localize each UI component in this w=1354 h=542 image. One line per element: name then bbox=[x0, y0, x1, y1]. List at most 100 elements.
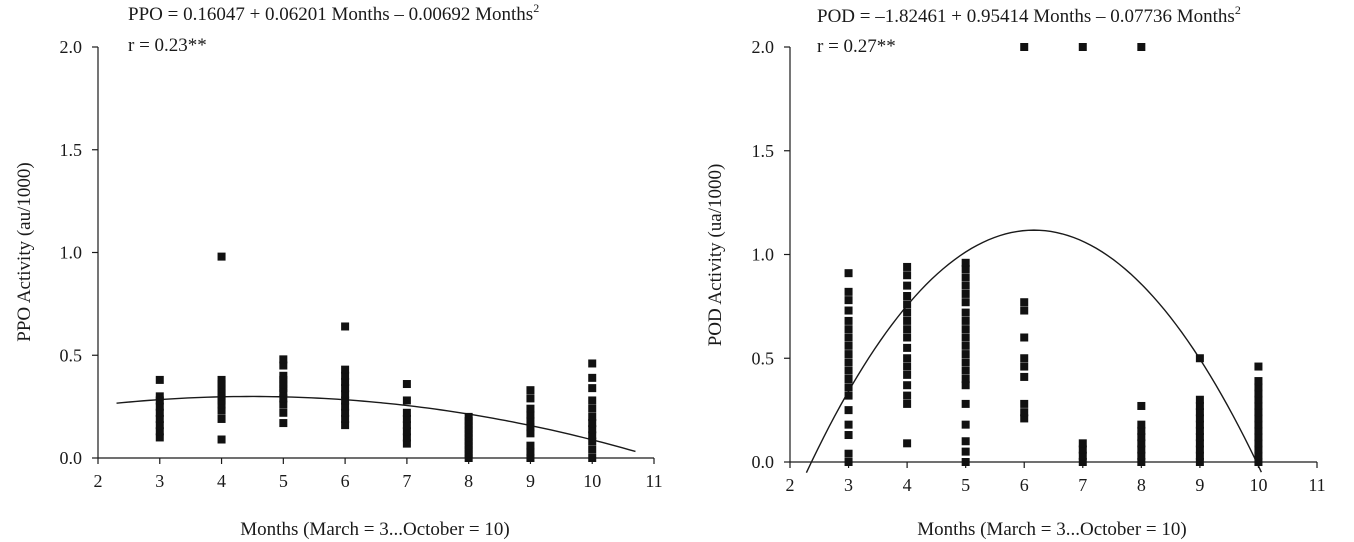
x-tick-label: 10 bbox=[583, 471, 601, 491]
y-tick-label: 1.5 bbox=[752, 141, 775, 161]
x-tick-label: 11 bbox=[1308, 475, 1325, 495]
y-tick-label: 0.0 bbox=[752, 452, 775, 472]
data-point bbox=[903, 343, 912, 352]
x-tick-label: 3 bbox=[844, 475, 853, 495]
y-axis-label-pod: POD Activity (ua/1000) bbox=[705, 164, 726, 347]
equation-pod-lhs: POD bbox=[817, 6, 855, 27]
data-point bbox=[588, 373, 597, 382]
data-point bbox=[1078, 458, 1087, 466]
equation-pod: POD = –1.82461 + 0.95414 Months – 0.0773… bbox=[817, 3, 1241, 27]
data-point bbox=[1137, 401, 1146, 410]
data-point bbox=[341, 322, 350, 331]
axes-pod: 2 3 4 5 6 7 8 9 10 11 0.0 0.5 1.0 1.5 2.0 bbox=[752, 37, 1326, 495]
fit-curve-ppo bbox=[116, 395, 636, 453]
data-point bbox=[844, 358, 853, 367]
data-point bbox=[1020, 333, 1029, 342]
data-point bbox=[961, 437, 970, 446]
data-point bbox=[155, 396, 164, 405]
data-point bbox=[844, 449, 853, 458]
data-point bbox=[844, 406, 853, 415]
data-point bbox=[464, 454, 473, 462]
data-point bbox=[961, 273, 970, 282]
data-point bbox=[1195, 433, 1204, 442]
chart-panel-pod: POD = –1.82461 + 0.95414 Months – 0.0773… bbox=[705, 3, 1326, 540]
data-point bbox=[279, 400, 288, 409]
data-point bbox=[844, 287, 853, 296]
data-point bbox=[217, 392, 226, 401]
data-point bbox=[526, 423, 535, 432]
data-point bbox=[341, 408, 350, 417]
data-point bbox=[1254, 377, 1263, 386]
data-point bbox=[1254, 389, 1263, 398]
data-point bbox=[155, 408, 164, 417]
data-point bbox=[1195, 354, 1204, 363]
data-point bbox=[279, 384, 288, 393]
equation-pod-text: = –1.82461 + 0.95414 Months – 0.07736 Mo… bbox=[855, 6, 1235, 27]
data-point bbox=[464, 433, 473, 442]
y-tick-label: 2.0 bbox=[752, 37, 775, 57]
data-point bbox=[341, 371, 350, 380]
y-tick-label: 2.0 bbox=[60, 37, 83, 57]
data-points-pod bbox=[844, 43, 1263, 466]
data-point bbox=[526, 410, 535, 419]
data-point bbox=[588, 404, 597, 413]
data-point bbox=[1254, 408, 1263, 417]
data-point bbox=[1195, 426, 1204, 435]
data-point bbox=[1078, 439, 1087, 448]
data-point bbox=[961, 420, 970, 429]
data-point bbox=[844, 366, 853, 375]
data-point bbox=[341, 414, 350, 423]
data-point bbox=[903, 333, 912, 342]
data-point bbox=[526, 447, 535, 456]
data-point bbox=[155, 392, 164, 401]
data-point bbox=[1195, 445, 1204, 454]
data-point bbox=[1254, 414, 1263, 423]
y-tick-label: 0.5 bbox=[752, 348, 775, 368]
data-point bbox=[279, 419, 288, 428]
x-tick-label: 7 bbox=[402, 471, 411, 491]
data-point bbox=[1020, 399, 1029, 408]
data-point bbox=[155, 414, 164, 423]
equation-ppo-lhs: PPO bbox=[128, 4, 163, 25]
data-point bbox=[1020, 298, 1029, 307]
data-point bbox=[341, 384, 350, 393]
x-axis-label-ppo: Months (March = 3...October = 10) bbox=[240, 519, 509, 540]
data-point bbox=[402, 421, 411, 430]
data-point bbox=[217, 375, 226, 384]
data-point bbox=[903, 391, 912, 400]
equation-ppo-superscript: 2 bbox=[533, 1, 539, 15]
data-point bbox=[961, 375, 970, 383]
data-point bbox=[464, 425, 473, 434]
regression-curve bbox=[805, 229, 1263, 473]
data-point bbox=[961, 308, 970, 317]
data-point bbox=[1020, 362, 1029, 371]
data-point bbox=[402, 427, 411, 436]
data-point bbox=[217, 384, 226, 393]
data-point bbox=[526, 454, 535, 462]
data-point bbox=[279, 408, 288, 417]
x-tick-label: 6 bbox=[1020, 475, 1029, 495]
data-points-ppo bbox=[155, 252, 597, 462]
x-tick-label: 3 bbox=[155, 471, 164, 491]
data-point bbox=[961, 381, 970, 390]
equation-ppo: PPO = 0.16047 + 0.06201 Months – 0.00692… bbox=[128, 1, 539, 25]
data-point bbox=[903, 439, 912, 448]
data-point bbox=[1020, 414, 1029, 423]
data-point bbox=[961, 265, 970, 274]
data-point bbox=[1020, 306, 1029, 315]
data-point bbox=[402, 414, 411, 423]
data-point bbox=[526, 417, 535, 426]
data-point bbox=[844, 375, 853, 383]
data-point bbox=[217, 388, 226, 397]
data-point bbox=[1137, 43, 1146, 51]
equation-pod-superscript: 2 bbox=[1235, 3, 1241, 17]
data-point bbox=[402, 433, 411, 442]
data-point bbox=[217, 435, 226, 444]
data-point bbox=[588, 425, 597, 434]
data-point bbox=[1254, 433, 1263, 442]
chart-panel-ppo: PPO = 0.16047 + 0.06201 Months – 0.00692… bbox=[14, 1, 663, 540]
data-point bbox=[279, 375, 288, 384]
data-point bbox=[1078, 43, 1087, 51]
data-point bbox=[1254, 451, 1263, 460]
